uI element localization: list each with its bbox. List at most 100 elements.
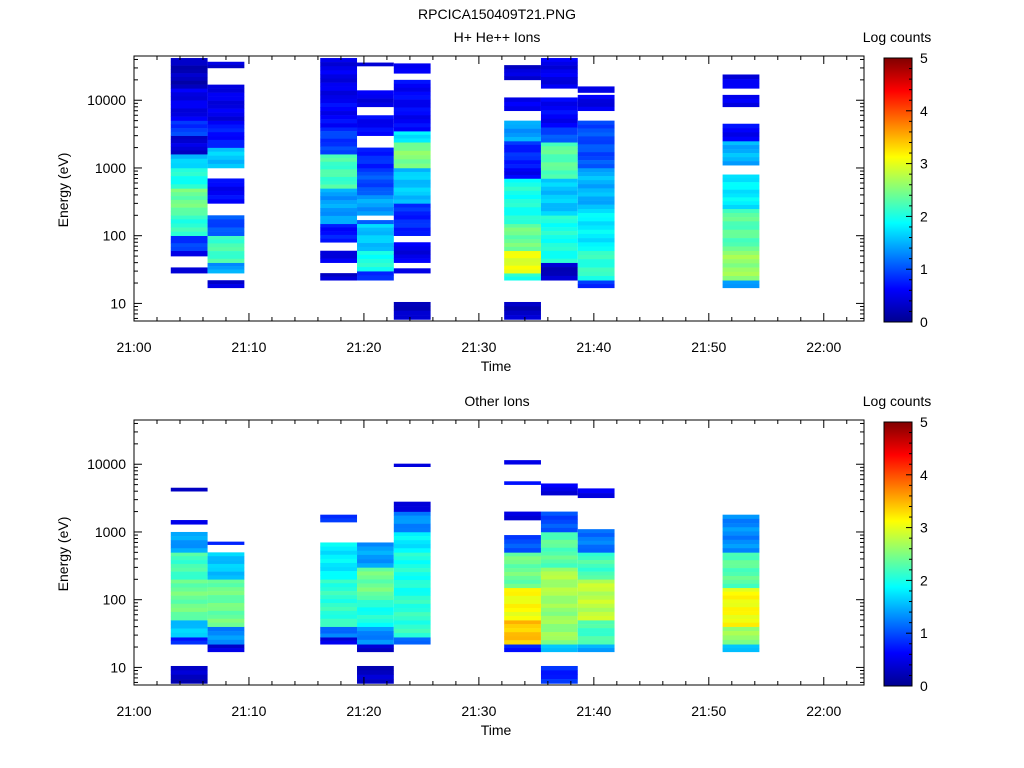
spectrogram-cell (320, 188, 358, 193)
spectrogram-cell (504, 572, 541, 577)
spectrogram-cell (540, 134, 578, 139)
spectrogram-cell (504, 560, 541, 565)
spectrogram-cell (722, 201, 760, 206)
spectrogram-cell (170, 624, 208, 629)
spectrogram-cell (504, 141, 541, 146)
spectrogram-cell (170, 199, 208, 205)
spectrogram-cell (207, 614, 245, 620)
spectrogram-cell (393, 119, 431, 124)
spectrogram-cell (320, 637, 358, 641)
spectrogram-cell (320, 231, 358, 236)
spectrogram-cell (207, 151, 245, 157)
spectrogram-cell (577, 246, 615, 252)
spectrogram-cell (722, 174, 760, 179)
spectrogram-cell (320, 610, 358, 616)
spectrogram-cell (320, 94, 358, 100)
spectrogram-cell (577, 164, 615, 169)
spectrogram-cell (320, 633, 358, 638)
spectrogram-cell (504, 648, 541, 653)
spectrogram-cell (357, 674, 394, 680)
spectrogram-cell (207, 266, 245, 270)
spectrogram-cell (170, 219, 208, 224)
colorbar-ticks: 0 1 2 3 4 5 (906, 50, 928, 330)
figure-title: RPCICA150409T21.PNG (418, 6, 576, 22)
spectrogram-cell (357, 243, 394, 248)
y-tick-label: 100 (103, 592, 127, 608)
spectrogram-cell (722, 556, 760, 561)
spectrogram-cell (357, 171, 394, 176)
spectrogram-cell (320, 208, 358, 213)
spectrogram-cell (540, 271, 578, 277)
spectrogram-cell (207, 284, 245, 289)
x-axis: 21:00 21:10 21:20 21:30 21:40 21:50 22:00 (116, 420, 848, 719)
spectrogram-cell (722, 74, 760, 80)
spectrogram-cell (357, 179, 394, 184)
spectrogram-cell (170, 591, 208, 596)
spectrogram-cell (722, 284, 760, 289)
spectrogram-cell (170, 158, 208, 164)
spectrogram-cell (504, 607, 541, 613)
spectrogram-cell (577, 102, 615, 108)
spectrogram-cell (722, 599, 760, 604)
spectrogram-cell (170, 112, 208, 117)
spectrogram-cell (722, 238, 760, 243)
spectrogram-cell (320, 58, 358, 63)
spectrogram-cell (540, 551, 578, 556)
spectrogram-cell (540, 628, 578, 633)
colorbar-fill (883, 57, 913, 323)
spectrogram-cell (540, 619, 578, 625)
spectrogram-cell (577, 188, 615, 193)
spectrogram-cell (504, 276, 541, 281)
spectrogram-cell (577, 280, 615, 285)
spectrogram-cell (722, 564, 760, 569)
spectrogram-cell (577, 548, 615, 553)
spectrogram-cell (504, 97, 541, 103)
spectrogram-cell (170, 215, 208, 220)
spectrogram-cell (357, 183, 394, 188)
spectrogram-cell (170, 575, 208, 580)
spectrogram-cell (722, 102, 760, 108)
spectrogram-cell (393, 501, 431, 507)
spectrogram-cell (393, 207, 431, 212)
spectrogram-cell (207, 591, 245, 596)
spectrogram-cell (540, 138, 578, 143)
spectrogram-cell (393, 191, 431, 196)
spectrogram-cell (577, 152, 615, 157)
spectrogram-cell (207, 251, 245, 256)
spectrogram-cell (357, 90, 394, 95)
spectrogram-cell (170, 250, 208, 257)
spectrogram-cell (357, 254, 394, 260)
spectrogram-cell (722, 246, 760, 252)
spectrogram-cell (540, 665, 578, 671)
spectrogram-cell (577, 148, 615, 153)
spectrogram-cell (207, 541, 245, 545)
spectrogram-cell (357, 550, 394, 556)
spectrogram-cell (207, 136, 245, 141)
spectrogram-cell (357, 665, 394, 671)
spectrogram-cell (320, 227, 358, 232)
spectrogram-cell (540, 198, 578, 204)
colorbar-tick-label: 3 (920, 156, 928, 172)
spectrogram-cell (393, 167, 431, 173)
spectrogram-cell (540, 130, 578, 136)
spectrogram-cell (320, 106, 358, 112)
spectrogram-cell (393, 301, 431, 307)
spectrogram-cell (170, 552, 208, 557)
spectrogram-cell (393, 608, 431, 613)
spectrogram-cell (577, 611, 615, 617)
spectrogram-cell (207, 195, 245, 200)
spectrogram-cell (320, 180, 358, 185)
spectrogram-cell (207, 128, 245, 133)
spectrogram-cell (320, 70, 358, 75)
spectrogram-cell (320, 542, 358, 547)
spectrogram-cell (170, 84, 208, 89)
spectrogram-cell (722, 591, 760, 596)
spectrogram-cell (722, 583, 760, 589)
spectrogram-cell (504, 583, 541, 589)
spectrogram-cell (320, 66, 358, 71)
spectrogram-cell (393, 115, 431, 120)
spectrogram-cell (393, 640, 431, 645)
spectrogram-cell (504, 548, 541, 553)
spectrogram-cell (722, 631, 760, 636)
spectrogram-cell (540, 591, 578, 596)
